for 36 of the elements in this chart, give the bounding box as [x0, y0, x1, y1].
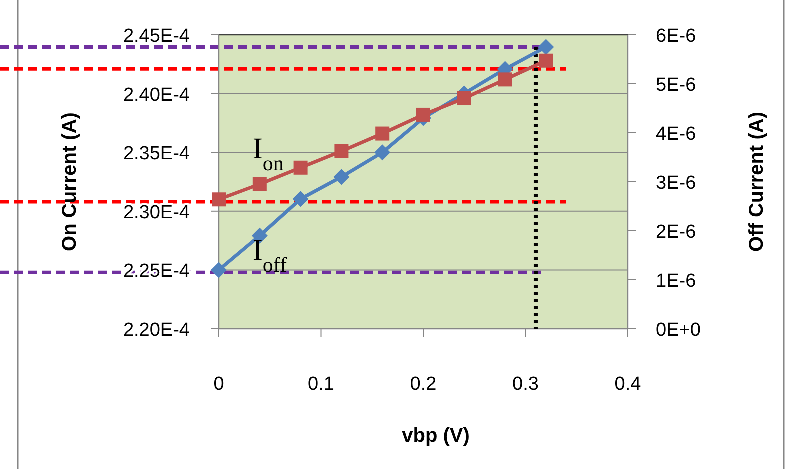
- point: [498, 72, 512, 87]
- y2-tick-label: 2E-6: [656, 222, 696, 243]
- point: [334, 169, 350, 186]
- point: [416, 108, 430, 122]
- point: [294, 160, 308, 175]
- point: [538, 39, 554, 56]
- y-axis-title: On Current (A): [59, 112, 81, 252]
- x-tick-label: 0.1: [308, 374, 334, 395]
- point: [211, 262, 227, 278]
- point: [292, 191, 309, 208]
- point: [252, 177, 267, 192]
- series-label: I$_{on}$: [252, 132, 284, 176]
- y2-tick-label: 0E+0: [656, 320, 701, 341]
- y-tick-label: 2.30E-4: [123, 202, 190, 224]
- point: [334, 144, 349, 158]
- x-axis-title: vbp (V): [402, 425, 470, 447]
- point: [457, 92, 472, 106]
- series-label: I$_{off}$: [252, 234, 288, 277]
- point: [376, 126, 390, 141]
- x-tick-label: 0.2: [410, 374, 437, 395]
- y2-tick-label: 1E-6: [656, 271, 696, 292]
- y-tick-label: 2.20E-4: [123, 320, 190, 341]
- point: [539, 54, 554, 68]
- x-tick-label: 0.4: [614, 374, 642, 395]
- y-tick-label: 2.45E-4: [123, 26, 190, 47]
- y2-tick-label: 6E-6: [656, 26, 696, 47]
- x-tick-label: 0.3: [512, 374, 539, 395]
- y-tick-label: 2.40E-4: [123, 84, 190, 106]
- y-tick-label: 2.35E-4: [123, 144, 190, 165]
- y2-axis-title: Off Current (A): [746, 112, 768, 252]
- x-tick-label: 0: [214, 374, 224, 395]
- point: [374, 144, 391, 161]
- y2-tick-label: 4E-6: [656, 124, 696, 145]
- y2-tick-label: 5E-6: [656, 75, 696, 96]
- point: [212, 192, 226, 207]
- y2-tick-label: 3E-6: [656, 173, 696, 194]
